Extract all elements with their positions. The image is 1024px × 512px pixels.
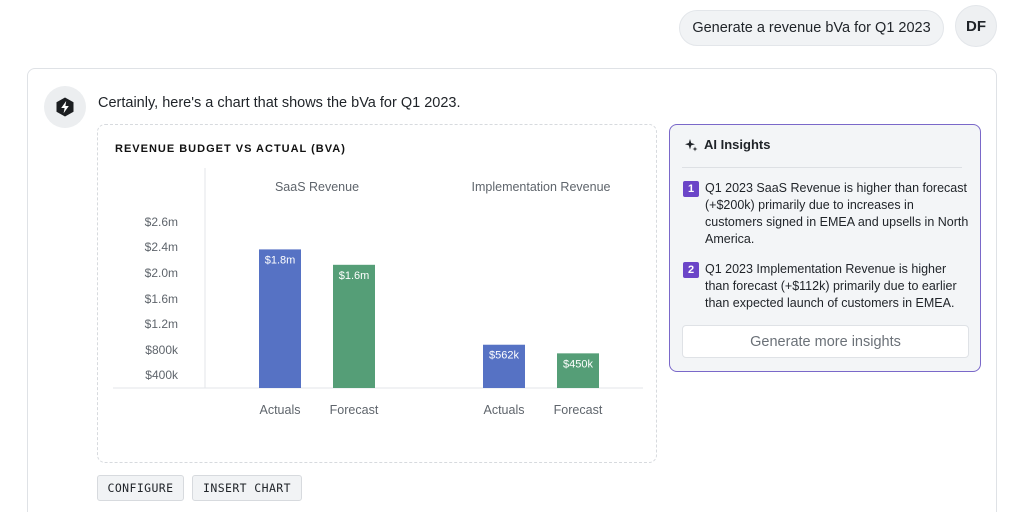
- user-message-bubble: Generate a revenue bVa for Q1 2023: [679, 10, 944, 46]
- bar: [483, 344, 525, 388]
- bar: [557, 353, 599, 388]
- y-tick-label: $2.4m: [145, 240, 178, 254]
- insight-item: 2 Q1 2023 Implementation Revenue is high…: [683, 261, 973, 312]
- x-category-label: Actuals: [260, 403, 301, 417]
- configure-button[interactable]: CONFIGURE: [97, 475, 184, 501]
- insights-title: AI Insights: [704, 137, 771, 152]
- insight-number-badge: 2: [683, 262, 699, 278]
- bar: [333, 264, 375, 388]
- x-category-label: Forecast: [330, 403, 379, 417]
- assistant-message: Certainly, here's a chart that shows the…: [98, 95, 461, 111]
- bar-value-label: $1.6m: [339, 270, 370, 282]
- generate-more-insights-button[interactable]: Generate more insights: [682, 325, 969, 358]
- y-tick-label: $2.0m: [145, 266, 178, 280]
- assistant-response-card: Certainly, here's a chart that shows the…: [27, 68, 997, 512]
- y-tick-label: $800k: [145, 343, 179, 357]
- insight-number-badge: 1: [683, 181, 699, 197]
- insights-header: AI Insights: [684, 137, 770, 152]
- ai-insights-panel: AI Insights 1 Q1 2023 SaaS Revenue is hi…: [669, 124, 981, 372]
- insight-text: Q1 2023 SaaS Revenue is higher than fore…: [705, 181, 969, 246]
- insight-item: 1 Q1 2023 SaaS Revenue is higher than fo…: [683, 180, 973, 248]
- group-label: SaaS Revenue: [275, 180, 359, 194]
- lightning-bolt-icon: [56, 97, 74, 117]
- y-tick-label: $1.2m: [145, 317, 178, 331]
- bar-value-label: $1.8m: [265, 254, 296, 266]
- group-label: Implementation Revenue: [472, 180, 611, 194]
- user-avatar[interactable]: DF: [955, 5, 997, 47]
- user-message-text: Generate a revenue bVa for Q1 2023: [692, 20, 931, 36]
- y-tick-label: $2.6m: [145, 215, 178, 229]
- chart-title: REVENUE BUDGET VS ACTUAL (BVA): [115, 143, 346, 155]
- bar-value-label: $562k: [489, 350, 519, 362]
- insights-divider: [682, 167, 962, 168]
- y-tick-label: $1.6m: [145, 292, 178, 306]
- bar: [259, 249, 301, 388]
- sparkle-icon: [685, 138, 698, 151]
- assistant-avatar: [44, 86, 86, 128]
- bva-chart: $2.6m $2.4m $2.0m $1.6m $1.2m $800k $400k SaaS …: [113, 168, 643, 417]
- y-tick-label: $400k: [145, 368, 179, 382]
- x-category-label: Forecast: [554, 403, 603, 417]
- chart-card: REVENUE BUDGET VS ACTUAL (BVA) $2.6m $2.4…: [97, 124, 657, 463]
- insight-text: Q1 2023 Implementation Revenue is higher…: [705, 262, 957, 310]
- insert-chart-button[interactable]: INSERT CHART: [192, 475, 302, 501]
- user-avatar-initials: DF: [966, 17, 986, 35]
- x-category-label: Actuals: [484, 403, 525, 417]
- bar-value-label: $450k: [563, 358, 593, 370]
